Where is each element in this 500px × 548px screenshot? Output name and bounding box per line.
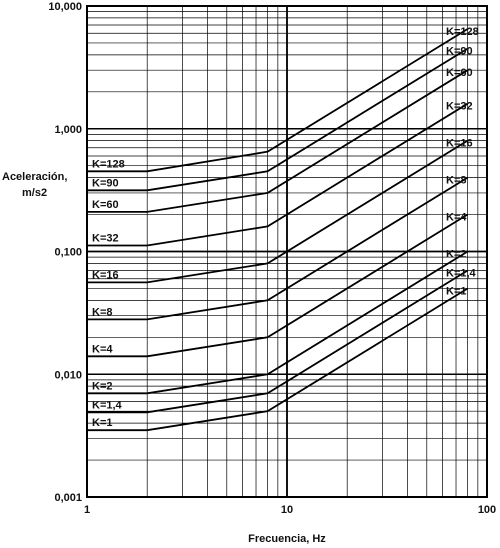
series-label-left: K=16: [92, 269, 119, 281]
y-tick-label: 0,001: [54, 492, 82, 504]
series-label-left: K=2: [92, 380, 113, 392]
y-tick-label: 0,010: [54, 369, 82, 381]
series-line: [87, 250, 469, 395]
series-line: [87, 139, 469, 284]
series-label-left: K=4: [92, 343, 113, 355]
series-label-left: K=90: [92, 177, 119, 189]
x-tick-label: 100: [478, 504, 496, 516]
x-tick-labels: 1 10 100: [84, 504, 496, 516]
series-label-left: K=8: [92, 306, 113, 318]
series-label-left: K=128: [92, 158, 125, 170]
series-label-right: K=128: [446, 26, 479, 38]
series-label-right: K=2: [446, 249, 467, 261]
y-tick-label: 0,100: [54, 247, 82, 259]
series-line: [87, 102, 469, 247]
series-label-right: K=1,4: [446, 268, 477, 280]
series-label-left: K=1: [92, 417, 113, 429]
x-tick-label: 1: [84, 504, 90, 516]
y-tick-label: 10,000: [48, 1, 82, 13]
series-label-right: K=60: [446, 67, 473, 79]
series-line: [87, 287, 469, 432]
y-tick-label: 1,000: [54, 124, 82, 136]
series-line: [87, 269, 469, 414]
series-label-right: K=4: [446, 212, 467, 224]
y-axis-label-line-1: Aceleración,: [2, 171, 67, 183]
series-line: [87, 69, 469, 213]
series-lines: [87, 28, 469, 432]
series-line: [87, 47, 469, 192]
series-label-left: K=60: [92, 199, 119, 211]
y-tick-labels: 0,001 0,010 0,100 1,000 10,000: [48, 1, 82, 504]
series-line: [87, 213, 469, 358]
right-series-labels: K=128 K=90 K=60 K=32 K=16 K=8 K=4 K=2 K=1,4 K=1: [446, 26, 479, 297]
y-axis-label-line-2: m/s2: [22, 187, 47, 199]
left-series-labels: K=128 K=90 K=60 K=32 K=16 K=8 K=4 K=2 K=1,4 K=1: [92, 158, 125, 429]
series-label-right: K=32: [446, 101, 473, 113]
series-label-right: K=90: [446, 46, 473, 58]
series-line: [87, 28, 469, 173]
series-label-left: K=32: [92, 232, 119, 244]
x-tick-label: 10: [281, 504, 293, 516]
series-label-left: K=1,4: [92, 399, 123, 411]
series-label-right: K=1: [446, 285, 467, 297]
series-line: [87, 176, 469, 321]
plot-frame: [86, 5, 488, 498]
x-axis-label: Frecuencia, Hz: [248, 533, 326, 545]
series-label-right: K=8: [446, 175, 467, 187]
series-label-right: K=16: [446, 138, 473, 150]
